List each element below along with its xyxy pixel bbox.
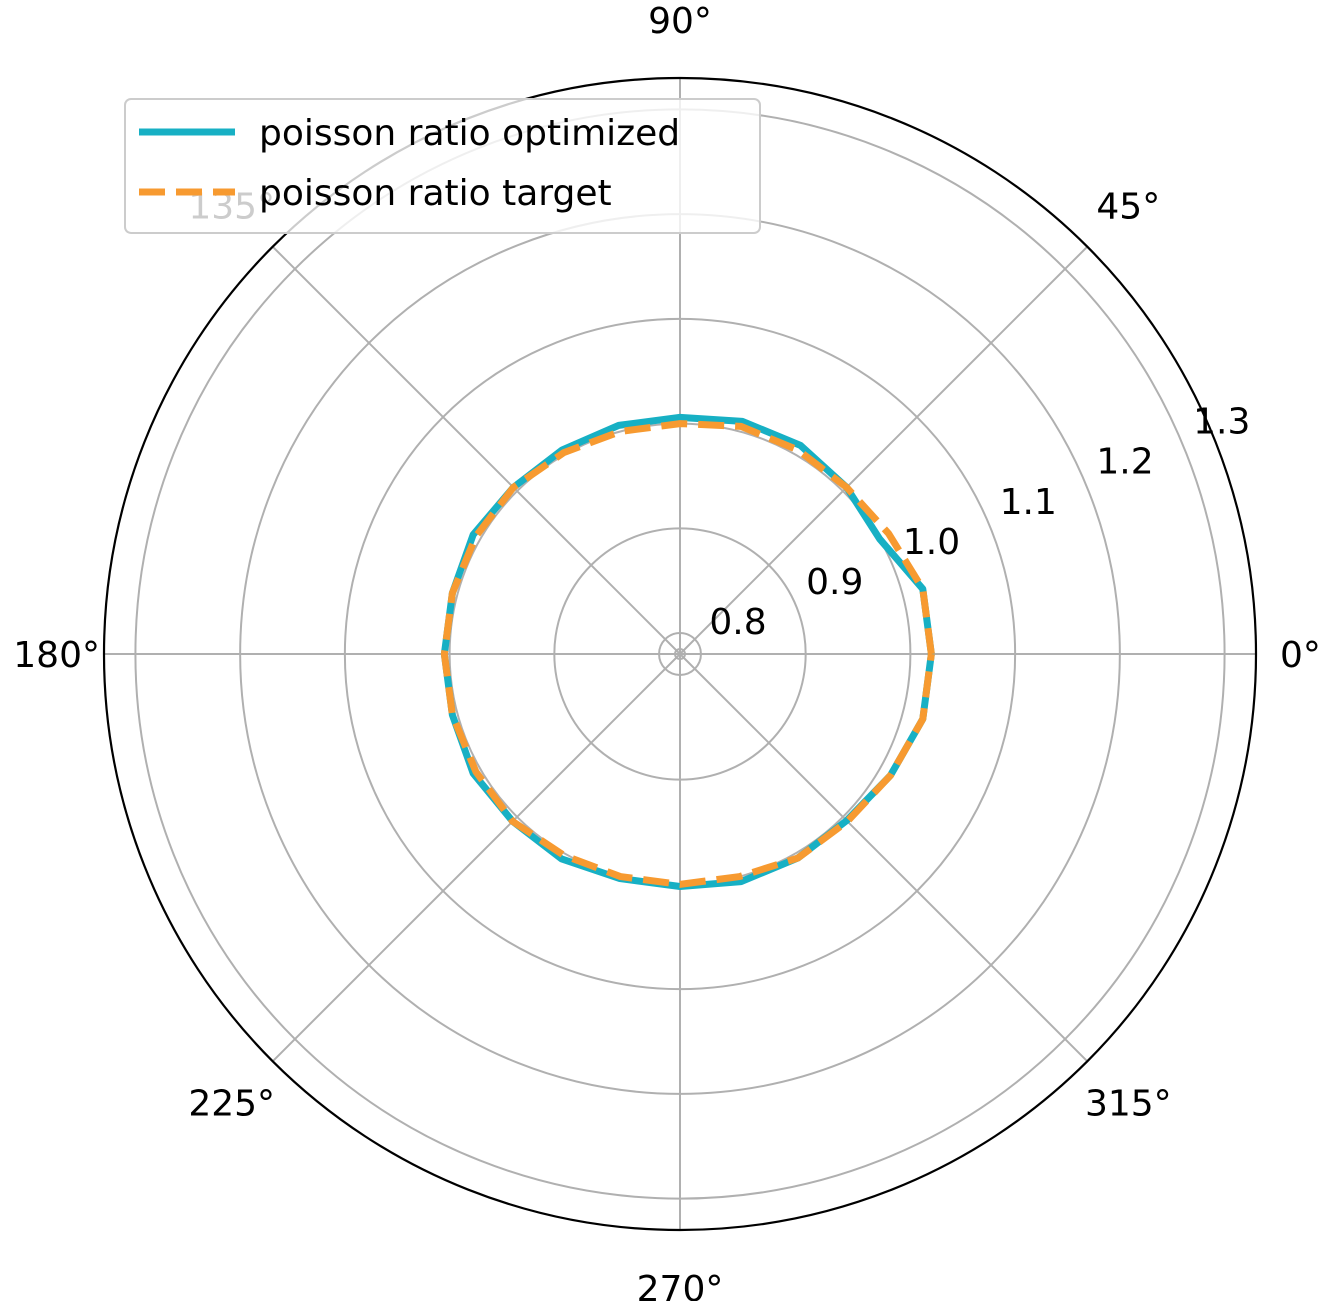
series-layer <box>440 413 935 890</box>
legend-frame <box>124 98 761 234</box>
r-tick-label-1: 0.9 <box>806 562 863 603</box>
legend-label-0: poisson ratio optimized <box>259 113 680 154</box>
r-tick-label-3: 1.1 <box>1000 482 1057 523</box>
theta-tick-label-0: 0° <box>1280 635 1321 676</box>
theta-grid-line-3 <box>271 245 681 655</box>
axis-layer: 0°45°90°135°180°225°270°315°0.80.91.01.1… <box>13 1 1321 1301</box>
theta-tick-label-7: 315° <box>1085 1083 1172 1124</box>
legend: poisson ratio optimized poisson ratio tar… <box>124 98 761 234</box>
series-line-1 <box>440 420 935 888</box>
theta-grid-line-5 <box>271 653 681 1063</box>
r-tick-label-2: 1.0 <box>903 522 960 563</box>
theta-tick-label-4: 180° <box>13 635 100 676</box>
theta-grid-line-7 <box>679 653 1089 1063</box>
r-tick-label-0: 0.8 <box>709 602 766 643</box>
polar-frame <box>102 76 1258 1232</box>
theta-tick-label-6: 270° <box>637 1269 724 1301</box>
r-tick-label-5: 1.3 <box>1193 402 1250 443</box>
r-tick-label-4: 1.2 <box>1096 442 1153 483</box>
theta-tick-label-1: 45° <box>1096 187 1160 228</box>
theta-tick-label-2: 90° <box>648 1 712 42</box>
theta-tick-label-5: 225° <box>188 1083 275 1124</box>
grid <box>104 78 1256 1230</box>
theta-grid-line-1 <box>679 245 1089 655</box>
legend-label-1: poisson ratio target <box>259 173 612 214</box>
